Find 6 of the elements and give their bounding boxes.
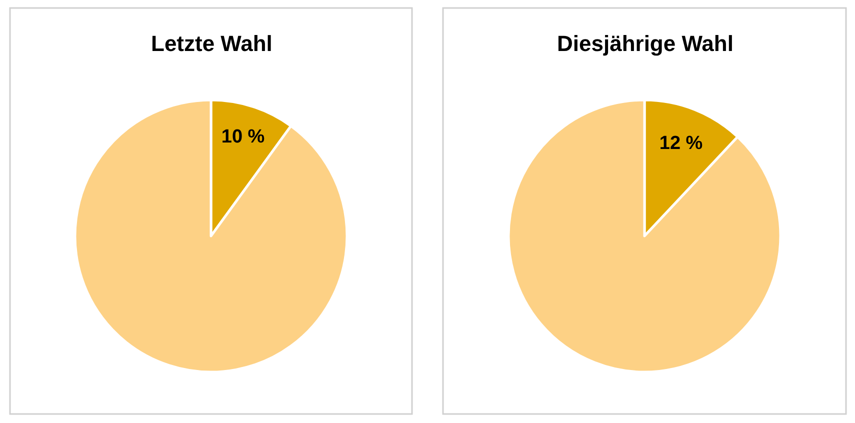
pie-slice bbox=[74, 98, 348, 374]
pie-slice bbox=[507, 98, 782, 374]
data-label: 10 % bbox=[221, 126, 265, 148]
chart-title: Diesjährige Wahl bbox=[557, 31, 734, 56]
chart-title: Letzte Wahl bbox=[151, 31, 272, 56]
data-label: 12 % bbox=[659, 133, 703, 154]
